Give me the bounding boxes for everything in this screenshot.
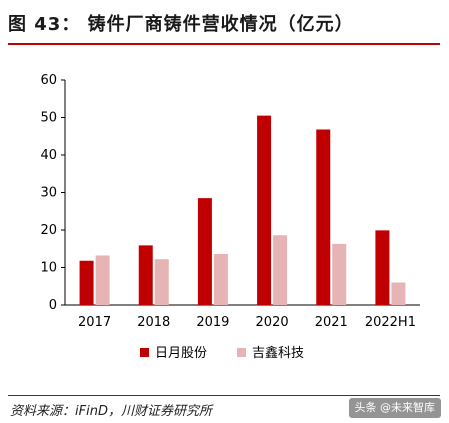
- y-tick-label: 40: [40, 148, 57, 163]
- title-divider: [8, 43, 440, 45]
- bar-1: [154, 259, 169, 305]
- x-tick-label: 2019: [196, 315, 229, 330]
- y-tick-label: 60: [40, 73, 57, 88]
- bar-1: [95, 255, 110, 305]
- legend-label: 吉鑫科技: [252, 345, 304, 361]
- source-note: 资料来源：iFinD，川财证券研究所: [10, 404, 212, 419]
- bar-0: [316, 129, 331, 305]
- bar-0: [257, 115, 272, 305]
- bar-1: [273, 235, 288, 305]
- x-tick-label: 2020: [256, 315, 289, 330]
- bar-1: [391, 282, 406, 305]
- source-divider: [8, 395, 440, 396]
- figure-title: 图 43： 铸件厂商铸件营收情况（亿元）: [8, 14, 354, 35]
- y-tick-label: 30: [40, 186, 57, 201]
- bar-0: [79, 260, 94, 305]
- bar-0: [138, 245, 153, 305]
- bar-0: [375, 230, 390, 305]
- x-tick-label: 2018: [137, 315, 170, 330]
- legend-swatch: [237, 348, 246, 357]
- y-tick-label: 20: [40, 223, 57, 238]
- x-tick-label: 2017: [78, 315, 111, 330]
- legend-swatch: [140, 348, 149, 357]
- bar-0: [197, 198, 212, 305]
- y-tick-label: 0: [49, 298, 57, 313]
- bar-chart: 0 10 20 30 40 50 60 2017 2018 2019 2020 2021 2022H1 日…: [40, 73, 420, 361]
- y-tick-label: 50: [40, 111, 57, 126]
- legend-label: 日月股份: [155, 346, 207, 361]
- bar-1: [213, 254, 228, 305]
- x-tick-label: 2021: [315, 315, 348, 330]
- watermark-badge: 头条 @未来智库: [348, 398, 441, 418]
- x-tick-label: 2022H1: [365, 315, 416, 330]
- bar-1: [332, 243, 347, 305]
- y-tick-label: 10: [40, 261, 57, 276]
